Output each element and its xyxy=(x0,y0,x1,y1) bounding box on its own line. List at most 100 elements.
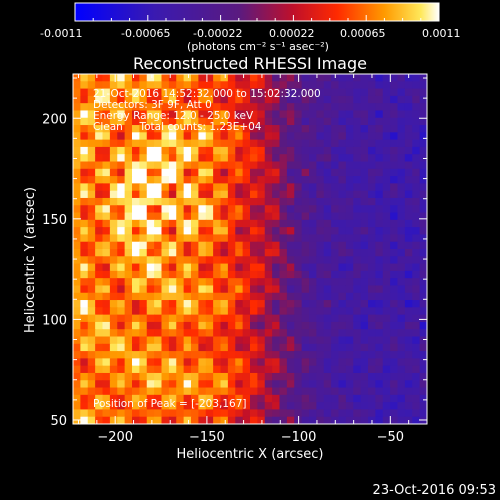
heatmap-cell xyxy=(87,278,96,287)
heatmap-cell xyxy=(213,132,222,141)
heatmap-cell xyxy=(198,270,207,279)
heatmap-cell xyxy=(102,103,111,112)
heatmap-cell xyxy=(154,307,163,316)
heatmap-cell xyxy=(397,278,406,287)
heatmap-cell xyxy=(368,227,376,236)
heatmap-cell xyxy=(286,256,295,265)
heatmap-cell xyxy=(404,227,413,236)
heatmap-cell xyxy=(323,168,332,177)
heatmap-cell xyxy=(95,81,104,90)
heatmap-cell xyxy=(419,219,427,228)
heatmap-cell xyxy=(220,125,229,133)
heatmap-cell xyxy=(279,154,288,163)
heatmap-cell xyxy=(360,343,369,352)
heatmap-cell xyxy=(257,132,266,141)
heatmap-cell xyxy=(191,219,199,228)
heatmap-cell xyxy=(390,351,399,359)
heatmap-cell xyxy=(176,117,185,126)
heatmap-cell xyxy=(132,372,140,381)
heatmap-cell xyxy=(279,219,288,228)
heatmap-cell xyxy=(353,336,362,345)
heatmap-cell xyxy=(198,88,207,97)
heatmap-cell xyxy=(250,241,258,250)
heatmap-cell xyxy=(345,183,354,192)
heatmap-cell xyxy=(264,329,273,338)
heatmap-cell xyxy=(139,227,148,236)
heatmap-cell xyxy=(102,285,111,294)
heatmap-cell xyxy=(73,146,81,155)
heatmap-cell xyxy=(102,263,111,272)
heatmap-cell xyxy=(382,110,391,119)
heatmap-cell xyxy=(124,117,133,126)
heatmap-cell xyxy=(198,103,207,112)
heatmap-cell xyxy=(73,95,81,104)
heatmap-cell xyxy=(279,234,288,243)
heatmap-cell xyxy=(205,270,214,279)
heatmap-cell xyxy=(242,409,251,418)
heatmap-cell xyxy=(279,183,288,192)
heatmap-cell xyxy=(80,234,89,243)
heatmap-cell xyxy=(412,146,421,155)
heatmap-cell xyxy=(109,263,118,272)
x-tick-label: −150 xyxy=(189,430,225,445)
heatmap-cell xyxy=(368,95,376,104)
heatmap-cell xyxy=(390,387,399,396)
heatmap-cell xyxy=(235,88,244,97)
heatmap-cell xyxy=(95,146,104,155)
heatmap-cell xyxy=(198,329,207,338)
heatmap-cell xyxy=(375,387,384,396)
heatmap-cell xyxy=(146,88,155,97)
heatmap-cell xyxy=(331,125,340,133)
heatmap-cell xyxy=(353,372,362,381)
heatmap-cell xyxy=(205,372,214,381)
heatmap-cell xyxy=(213,205,222,214)
heatmap-cell xyxy=(132,88,140,97)
heatmap-cell xyxy=(227,343,236,352)
heatmap-cell xyxy=(154,81,163,90)
heatmap-cell xyxy=(272,125,281,133)
heatmap-cell xyxy=(323,241,332,250)
heatmap-cell xyxy=(242,139,251,148)
heatmap-cell xyxy=(87,402,96,411)
heatmap-cell xyxy=(117,343,126,352)
heatmap-cell xyxy=(73,256,81,265)
heatmap-cell xyxy=(257,197,266,206)
heatmap-cell xyxy=(95,380,104,389)
heatmap-cell xyxy=(279,176,288,184)
heatmap-cell xyxy=(235,336,244,345)
heatmap-cell xyxy=(154,300,163,308)
heatmap-cell xyxy=(235,197,244,206)
heatmap-cell xyxy=(139,110,148,119)
heatmap-cell xyxy=(360,358,369,367)
heatmap-cell xyxy=(235,256,244,265)
heatmap-cell xyxy=(375,219,384,228)
heatmap-cell xyxy=(168,372,177,381)
heatmap-cell xyxy=(264,402,273,411)
heatmap-cell xyxy=(102,351,111,359)
heatmap-cell xyxy=(309,146,317,155)
heatmap-cell xyxy=(80,74,89,82)
heatmap-cell xyxy=(309,168,317,177)
heatmap-cell xyxy=(124,176,133,184)
heatmap-cell xyxy=(80,95,89,104)
heatmap-cell xyxy=(220,292,229,301)
heatmap-cell xyxy=(360,176,369,184)
heatmap-cell xyxy=(250,161,258,170)
heatmap-cell xyxy=(353,307,362,316)
heatmap-cell xyxy=(183,176,192,184)
heatmap-cell xyxy=(146,409,155,418)
heatmap-cell xyxy=(404,190,413,199)
heatmap-cell xyxy=(397,358,406,367)
heatmap-cell xyxy=(176,285,185,294)
heatmap-cell xyxy=(87,176,96,184)
heatmap-cell xyxy=(102,241,111,250)
heatmap-cell xyxy=(154,270,163,279)
heatmap-cell xyxy=(124,219,133,228)
heatmap-cell xyxy=(132,74,140,82)
heatmap-cell xyxy=(279,270,288,279)
heatmap-cell xyxy=(323,110,332,119)
heatmap-cell xyxy=(109,125,118,133)
heatmap-cell xyxy=(109,256,118,265)
heatmap-cell xyxy=(102,314,111,323)
heatmap-cell xyxy=(139,95,148,104)
